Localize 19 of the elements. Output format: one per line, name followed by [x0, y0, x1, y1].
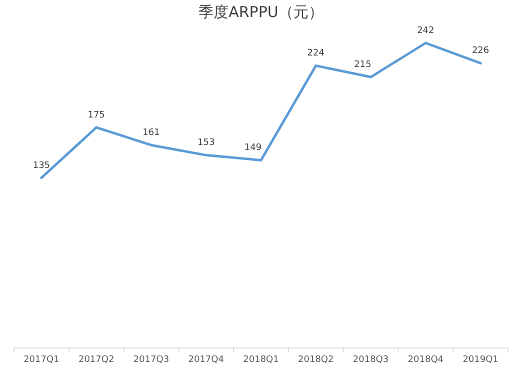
x-tick-label: 2017Q1: [24, 355, 60, 365]
x-tick-label: 2019Q1: [462, 355, 498, 365]
data-label: 161: [142, 128, 160, 138]
data-label: 224: [307, 48, 325, 59]
data-label: 149: [244, 143, 262, 154]
data-label: 242: [417, 26, 434, 36]
data-label: 175: [88, 110, 105, 120]
data-label: 135: [32, 160, 50, 171]
x-tick-label: 2017Q3: [133, 355, 170, 365]
x-tick-label: 2018Q2: [298, 355, 334, 365]
data-label: 226: [472, 46, 490, 56]
data-label: 215: [354, 60, 372, 70]
x-tick-label: 2017Q4: [188, 355, 224, 365]
x-tick-label: 2017Q2: [78, 355, 114, 365]
x-tick-label: 2018Q3: [352, 355, 389, 365]
title: 季度ARPPU（元）: [198, 3, 324, 21]
x-tick-label: 2018Q4: [408, 355, 444, 365]
data-label: 153: [198, 138, 215, 148]
x-tick-label: 2018Q1: [243, 355, 279, 365]
